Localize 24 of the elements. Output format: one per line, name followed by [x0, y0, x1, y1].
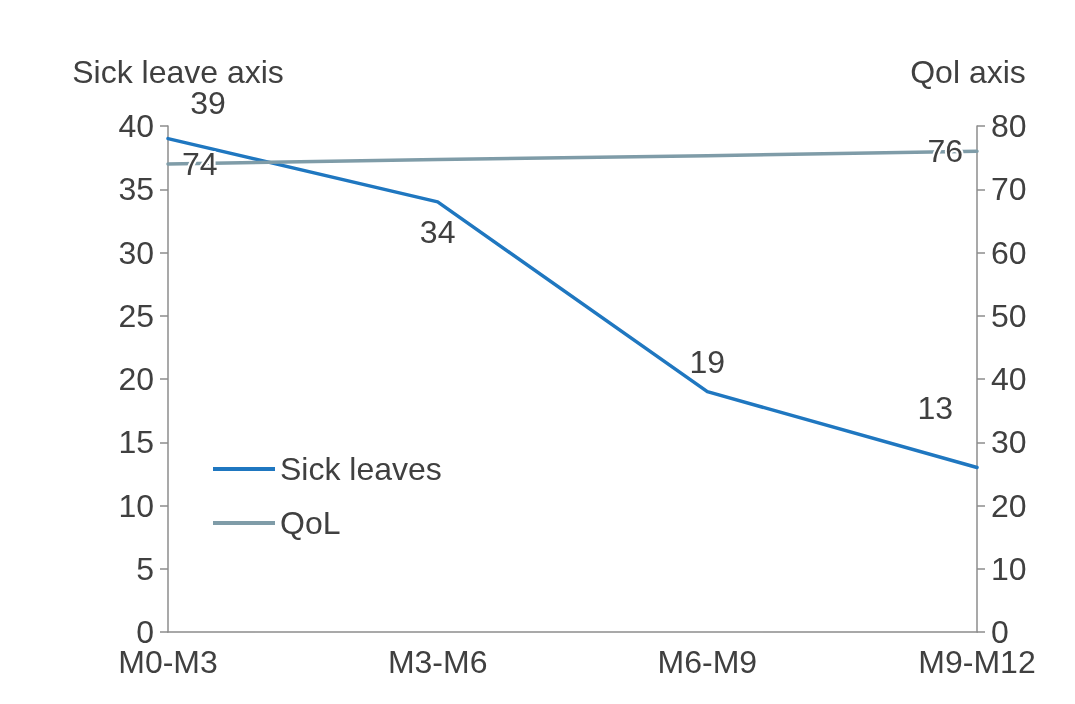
x-tick-label: M6-M9 [657, 644, 758, 680]
data-label: 13 [917, 389, 953, 426]
data-label: 34 [419, 213, 456, 250]
y-tick-label: 40 [118, 108, 154, 144]
y-tick-label: 25 [118, 297, 154, 334]
y-tick-label: 35 [118, 171, 154, 208]
y-tick-label: 20 [118, 361, 154, 397]
legend-label: Sick leaves [280, 451, 442, 487]
y2-tick-label: 80 [991, 108, 1027, 144]
y2-tick-label: 50 [991, 297, 1027, 334]
legend-label: QoL [280, 505, 341, 541]
y-tick-label: 10 [118, 487, 154, 524]
y-tick-label: 5 [136, 550, 154, 587]
y-tick-label: 15 [118, 424, 154, 461]
y2-tick-label: 40 [991, 361, 1027, 397]
y2-tick-label: 70 [991, 171, 1027, 208]
x-tick-label: M3-M6 [387, 644, 488, 680]
y2-axis-title: Qol axis [910, 54, 1026, 90]
y2-tick-label: 20 [991, 487, 1027, 524]
y-tick-label: 30 [118, 234, 154, 271]
y2-tick-label: 10 [991, 550, 1027, 587]
y2-tick-label: 60 [991, 234, 1027, 271]
data-label: 19 [689, 343, 726, 380]
y2-tick-label: 30 [991, 424, 1027, 461]
